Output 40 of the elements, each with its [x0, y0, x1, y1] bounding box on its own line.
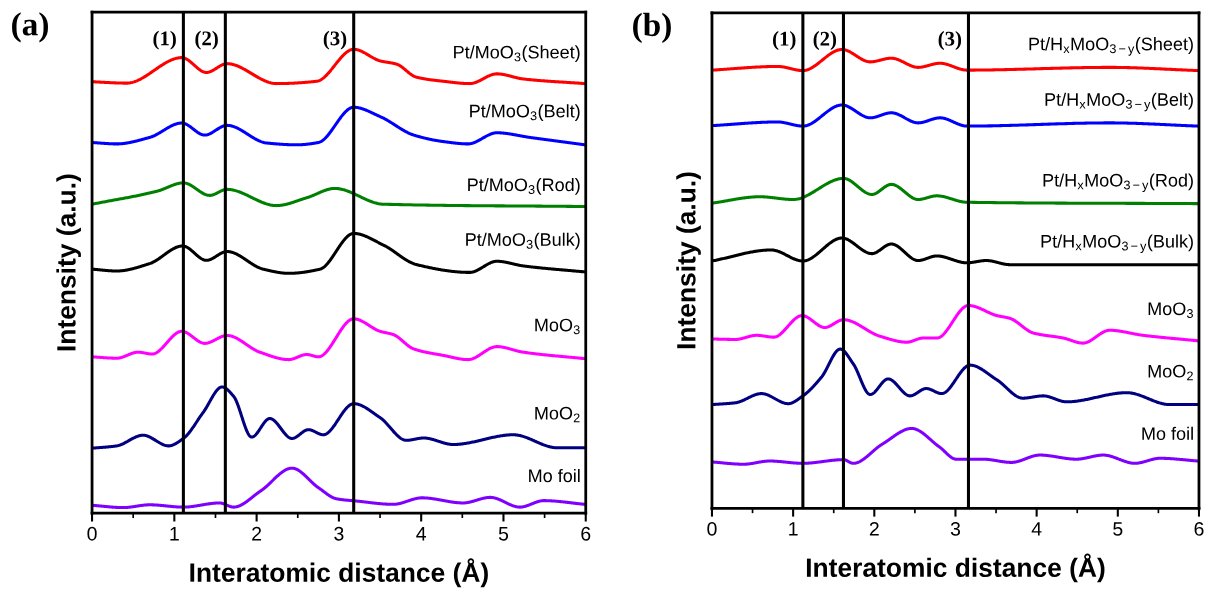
- series-label: Pt/H$_{x}$MoO$_{3−y}$(Bulk): [1041, 234, 1193, 253]
- x-tick-label: 6: [1194, 522, 1204, 536]
- y-axis-title: Intensity (a.u.): [676, 172, 701, 349]
- y-axis-title: Intensity (a.u.): [56, 174, 81, 351]
- series-label: Pt/H$_{x}$MoO$_{3−y}$(Sheet): [1029, 37, 1193, 56]
- series-label: MoO$_{2}$: [1148, 364, 1193, 381]
- ref-line-label: (3): [938, 31, 962, 51]
- x-tick-label: 3: [334, 526, 344, 541]
- series-label: Pt/MoO$_{3}$(Bulk): [466, 232, 580, 250]
- series-label: Pt/MoO$_{3}$(Rod): [468, 177, 580, 195]
- x-tick-label: 6: [581, 526, 591, 541]
- series-label: Mo foil: [1142, 426, 1193, 441]
- x-tick-label: 1: [789, 522, 798, 536]
- series-label: Pt/H$_{x}$MoO$_{3−y}$(Belt): [1045, 92, 1193, 112]
- x-axis-title: Interatomic distance (Å): [806, 553, 1105, 583]
- ref-line-label: (2): [195, 30, 218, 50]
- x-tick-label: 0: [707, 522, 717, 536]
- x-axis-title: Interatomic distance (Å): [190, 558, 488, 588]
- x-tick-label: 3: [950, 522, 961, 536]
- x-tick-label: 2: [252, 526, 262, 541]
- series-label: Pt/MoO$_{3}$(Sheet): [454, 45, 580, 63]
- series-label: MoO$_{3}$: [1148, 302, 1193, 319]
- x-tick-label: 5: [498, 527, 509, 541]
- text: (b): [633, 12, 671, 43]
- series-label: Mo foil: [529, 468, 580, 483]
- ref-line-label: (1): [773, 31, 796, 51]
- series-label: Pt/H$_{x}$MoO$_{3−y}$(Rod): [1043, 173, 1193, 192]
- text: (a): [12, 12, 48, 43]
- ref-line-label: (1): [153, 30, 176, 50]
- x-tick-label: 5: [1113, 522, 1123, 536]
- x-tick-label: 2: [869, 522, 879, 536]
- ref-line-label: (2): [813, 31, 837, 51]
- ref-line-label: (3): [323, 30, 347, 50]
- series-label: MoO$_{2}$: [535, 406, 580, 423]
- x-tick-label: 1: [170, 527, 179, 541]
- series-label: MoO$_{3}$: [535, 318, 580, 335]
- x-tick-label: 0: [87, 526, 97, 541]
- series-label: Pt/MoO$_{3}$(Belt): [470, 104, 580, 122]
- x-tick-label: 4: [416, 527, 427, 541]
- x-tick-label: 4: [1031, 522, 1042, 536]
